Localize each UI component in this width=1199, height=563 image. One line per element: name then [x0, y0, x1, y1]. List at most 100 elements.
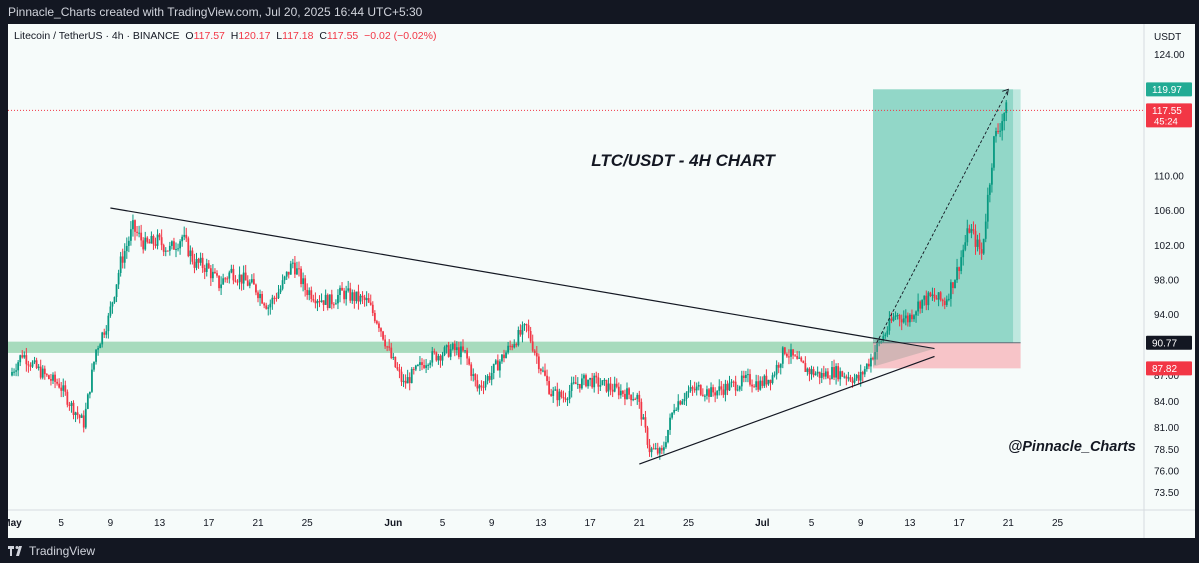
- candle-body: [777, 364, 780, 368]
- candle-body: [273, 297, 276, 299]
- candle-body: [941, 299, 944, 302]
- candle-body: [234, 280, 237, 282]
- candle-body: [695, 386, 698, 391]
- candle-body: [564, 398, 567, 400]
- candle-body: [216, 273, 218, 276]
- candle-body: [656, 448, 659, 454]
- candle-body: [622, 390, 624, 394]
- candle-body: [52, 374, 54, 381]
- candle-body: [820, 372, 823, 378]
- candle-body: [72, 402, 75, 416]
- candle-body: [839, 371, 842, 380]
- x-tick-label: 5: [440, 518, 446, 529]
- candle-body: [392, 356, 395, 359]
- candle-body: [888, 318, 891, 331]
- candle-body: [896, 315, 899, 317]
- candle-body: [15, 370, 17, 372]
- candle-body: [576, 383, 579, 385]
- y-tick-label: 106.00: [1154, 206, 1185, 217]
- candle-body: [601, 380, 604, 386]
- candle-body: [619, 390, 622, 396]
- candle-body: [302, 278, 304, 285]
- candle-body: [886, 330, 889, 335]
- candle-body: [677, 401, 680, 410]
- candle-body: [224, 278, 227, 280]
- candle-body: [158, 234, 161, 238]
- candle-body: [638, 394, 641, 402]
- candle-body: [878, 341, 881, 344]
- candle-body: [62, 385, 65, 391]
- candle-body: [566, 399, 569, 401]
- candle-body: [265, 305, 268, 309]
- candle-body: [947, 298, 950, 300]
- candle-body: [583, 375, 585, 379]
- candle-body: [902, 318, 905, 323]
- candle-body: [652, 448, 655, 450]
- candle-body: [453, 343, 456, 351]
- target-price-tag: 119.97: [1152, 85, 1182, 96]
- candle-body: [179, 241, 181, 249]
- x-tick-label: 13: [535, 518, 547, 529]
- candle-body: [164, 250, 167, 252]
- target-price-tag-bg: [1146, 82, 1192, 97]
- candle-body: [425, 365, 427, 368]
- candle-body: [699, 385, 702, 395]
- candle-body: [285, 271, 288, 277]
- candle-body: [119, 256, 122, 273]
- candle-body: [806, 368, 809, 372]
- candle-body: [480, 385, 483, 387]
- candle-body: [880, 341, 883, 343]
- candle-body: [11, 371, 13, 376]
- candle-body: [279, 288, 282, 293]
- candle-body: [447, 345, 450, 357]
- candle-body: [95, 349, 97, 362]
- candle-body: [324, 294, 327, 305]
- candle-body: [642, 417, 645, 420]
- candle-body: [330, 294, 333, 305]
- triangle-apex: [873, 339, 935, 367]
- candle-body: [275, 297, 278, 299]
- candle-body: [615, 383, 618, 387]
- candle-body: [189, 250, 192, 257]
- y-tick-label: 76.00: [1154, 466, 1179, 477]
- candle-body: [556, 389, 559, 401]
- candle-body: [486, 376, 489, 382]
- candle-body: [359, 295, 362, 302]
- candle-body: [343, 290, 345, 300]
- candle-body: [814, 373, 817, 376]
- candle-body: [244, 272, 247, 281]
- candle-body: [568, 390, 571, 400]
- last-price-tag-countdown: 45:24: [1154, 116, 1178, 127]
- candle-body: [603, 379, 606, 381]
- x-tick-label: 25: [683, 518, 695, 529]
- candle-body: [478, 385, 481, 389]
- candle-body: [144, 237, 147, 250]
- y-tick-label: 84.00: [1154, 397, 1179, 408]
- candle-body: [220, 284, 222, 289]
- candle-body: [91, 369, 93, 392]
- candle-body: [863, 369, 866, 375]
- candle-body: [281, 280, 284, 289]
- candle-body: [759, 380, 762, 390]
- candle-body: [117, 272, 120, 285]
- candle-body: [706, 389, 708, 396]
- candle-body: [378, 323, 380, 329]
- stop-zone: [873, 342, 1021, 369]
- candle-body: [89, 391, 91, 395]
- candle-body: [945, 299, 948, 305]
- candle-body: [533, 350, 536, 353]
- price-chart[interactable]: USDT 124.00 110.00 106.00 102.00 98.00 94.00 87…: [8, 24, 1195, 538]
- candle-body: [109, 306, 112, 316]
- candle-body: [671, 412, 673, 418]
- candle-body: [181, 236, 184, 242]
- position-zones: [8, 89, 1021, 369]
- candle-body: [712, 387, 714, 393]
- candle-body: [876, 343, 878, 352]
- candle-body: [351, 292, 354, 301]
- candle-body: [255, 284, 257, 293]
- stop-price-tag: 87.82: [1152, 364, 1177, 375]
- candle-body: [361, 295, 364, 298]
- candle-body: [214, 271, 216, 274]
- y-tick-label: 78.50: [1154, 445, 1179, 456]
- chart-area[interactable]: USDT 124.00 110.00 106.00 102.00 98.00 94.00 87…: [8, 24, 1195, 538]
